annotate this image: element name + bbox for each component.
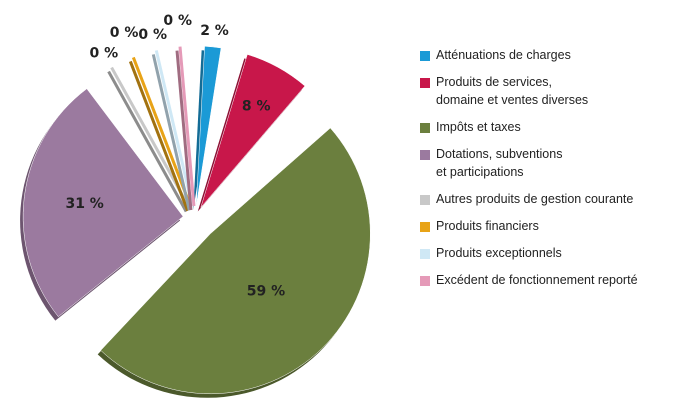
legend-label: Produits financiers xyxy=(436,219,539,233)
slice xyxy=(22,88,184,318)
slice xyxy=(200,54,306,208)
slice xyxy=(195,46,222,207)
data-label: 59 % xyxy=(247,283,285,299)
legend-swatch xyxy=(420,123,430,133)
legend-swatch xyxy=(420,78,430,88)
data-label: 0 % xyxy=(138,27,167,43)
data-label: 0 % xyxy=(110,25,139,41)
slice-shadow xyxy=(175,50,193,211)
slice xyxy=(131,56,193,208)
legend-item: Produits financiers xyxy=(420,219,675,235)
slice-shadow xyxy=(107,70,188,213)
legend-item: Dotations, subventions et participations xyxy=(420,147,675,181)
legend-label: Dotations, subventions et participations xyxy=(436,147,563,179)
legend: Atténuations de charges Produits de servi… xyxy=(420,48,675,300)
legend-label: Excédent de fonctionnement reporté xyxy=(436,273,638,287)
legend-item: Excédent de fonctionnement reporté xyxy=(420,273,675,289)
legend-item: Produits de services, domaine et ventes … xyxy=(420,75,675,109)
data-label: 0 % xyxy=(90,46,119,62)
data-label: 31 % xyxy=(65,196,103,212)
slice-shadow xyxy=(151,54,191,211)
legend-swatch xyxy=(420,150,430,160)
legend-item: Impôts et taxes xyxy=(420,120,675,136)
data-label: 8 % xyxy=(242,98,271,114)
data-label: 2 % xyxy=(200,23,229,39)
legend-label: Atténuations de charges xyxy=(436,48,571,62)
data-label: 0 % xyxy=(163,13,192,29)
legend-swatch xyxy=(420,195,430,205)
legend-label: Produits exceptionnels xyxy=(436,246,562,260)
legend-label: Impôts et taxes xyxy=(436,120,521,134)
legend-swatch xyxy=(420,249,430,259)
slice xyxy=(100,127,371,395)
legend-swatch xyxy=(420,51,430,61)
slice-shadow xyxy=(128,60,190,212)
pie-area: 2 %8 %59 %31 %0 %0 % 0 %0 % xyxy=(20,13,371,398)
legend-label: Produits de services, domaine et ventes … xyxy=(436,75,589,107)
legend-item: Atténuations de charges xyxy=(420,48,675,64)
legend-item: Autres produits de gestion courante xyxy=(420,192,675,208)
legend-label: Autres produits de gestion courante xyxy=(436,192,634,206)
legend-swatch xyxy=(420,222,430,232)
legend-swatch xyxy=(420,276,430,286)
legend-item: Produits exceptionnels xyxy=(420,246,675,262)
slice xyxy=(154,50,194,207)
slice xyxy=(178,46,196,207)
